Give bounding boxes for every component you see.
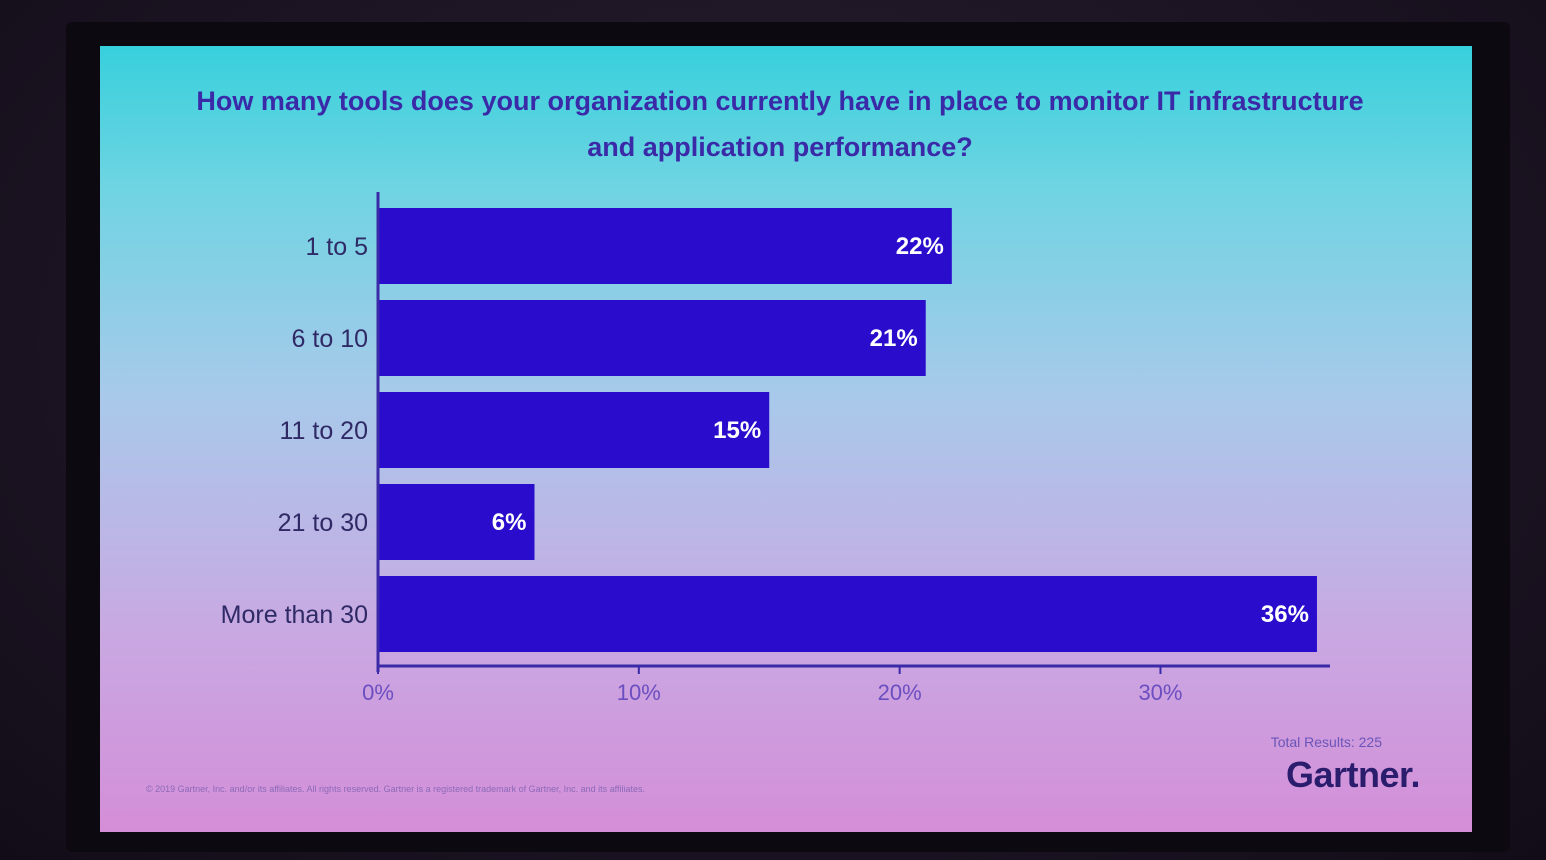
bar-1: [378, 300, 926, 376]
data-label-2: 15%: [713, 417, 761, 444]
x-tick-label-1: 10%: [617, 680, 661, 705]
category-label-4: More than 30: [221, 601, 368, 629]
axis-layer: 1 to 5 6 to 10 11 to 20 21 to 30 More than 3…: [221, 192, 1330, 705]
bars-layer: 22% 21% 15% 6% 36%: [378, 208, 1317, 652]
presentation-slide: How many tools does your organization cu…: [100, 46, 1472, 832]
bar-chart: 22% 21% 15% 6% 36% 1 to 5 6 to 10 11 to 20 21 t…: [221, 192, 1330, 705]
category-label-0: 1 to 5: [305, 233, 368, 261]
data-label-1: 21%: [870, 325, 918, 352]
data-label-4: 36%: [1261, 601, 1309, 628]
bar-2: [378, 392, 770, 468]
chart-title: How many tools does your organization cu…: [196, 86, 1364, 162]
total-results: Total Results: 225: [1270, 734, 1382, 750]
data-label-0: 22%: [896, 233, 944, 260]
x-tick-label-3: 30%: [1138, 680, 1182, 705]
gartner-logo: Gartner.: [1285, 754, 1421, 795]
bar-4: [378, 576, 1317, 652]
category-label-3: 21 to 30: [278, 509, 368, 537]
copyright-footer: © 2019 Gartner, Inc. and/or its affiliat…: [146, 784, 646, 794]
category-label-1: 6 to 10: [292, 325, 368, 353]
x-tick-label-0: 0%: [362, 680, 394, 705]
bar-3: [378, 484, 535, 560]
x-tick-label-2: 20%: [878, 680, 922, 705]
bar-0: [378, 208, 952, 284]
category-label-2: 11 to 20: [279, 417, 368, 445]
data-label-3: 6%: [492, 509, 527, 536]
